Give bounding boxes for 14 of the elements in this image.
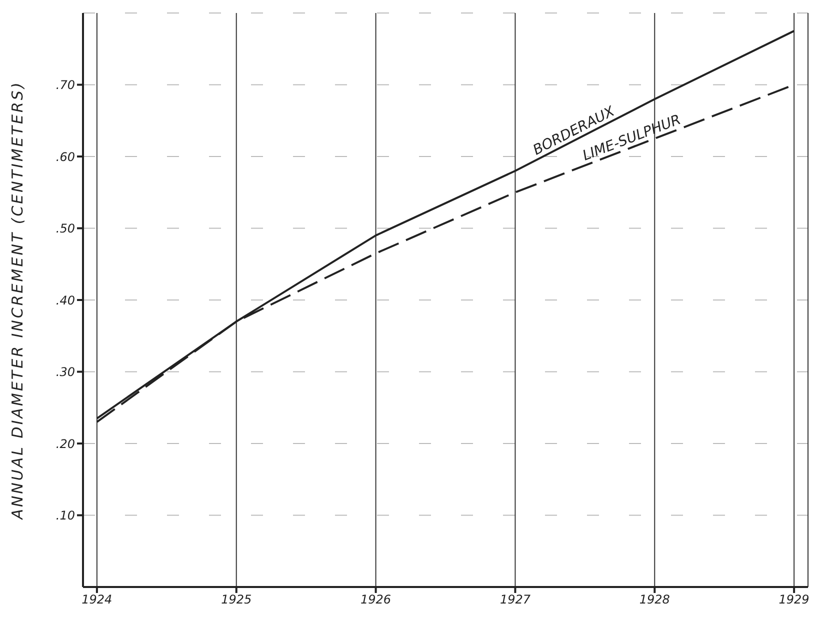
x-tick-label: 1925 bbox=[221, 592, 252, 607]
y-tick-label: .50 bbox=[56, 222, 76, 236]
x-tick-label: 1928 bbox=[639, 592, 670, 607]
y-tick-label: .20 bbox=[56, 436, 76, 451]
x-tick-label: 1924 bbox=[82, 592, 112, 607]
x-tick-label: 1926 bbox=[360, 592, 392, 607]
x-tick-label: 1927 bbox=[500, 592, 531, 607]
y-tick-label: .70 bbox=[56, 78, 76, 92]
y-axis-title: ANNUAL DIAMETER INCREMENT (CENTIMETERS) bbox=[8, 80, 26, 520]
x-tick-label: 1929 bbox=[778, 592, 810, 607]
y-tick-label: .60 bbox=[56, 150, 76, 164]
y-tick-label: .30 bbox=[56, 365, 76, 380]
y-tick-label: .40 bbox=[56, 293, 76, 308]
y-tick-label: .10 bbox=[56, 508, 76, 523]
